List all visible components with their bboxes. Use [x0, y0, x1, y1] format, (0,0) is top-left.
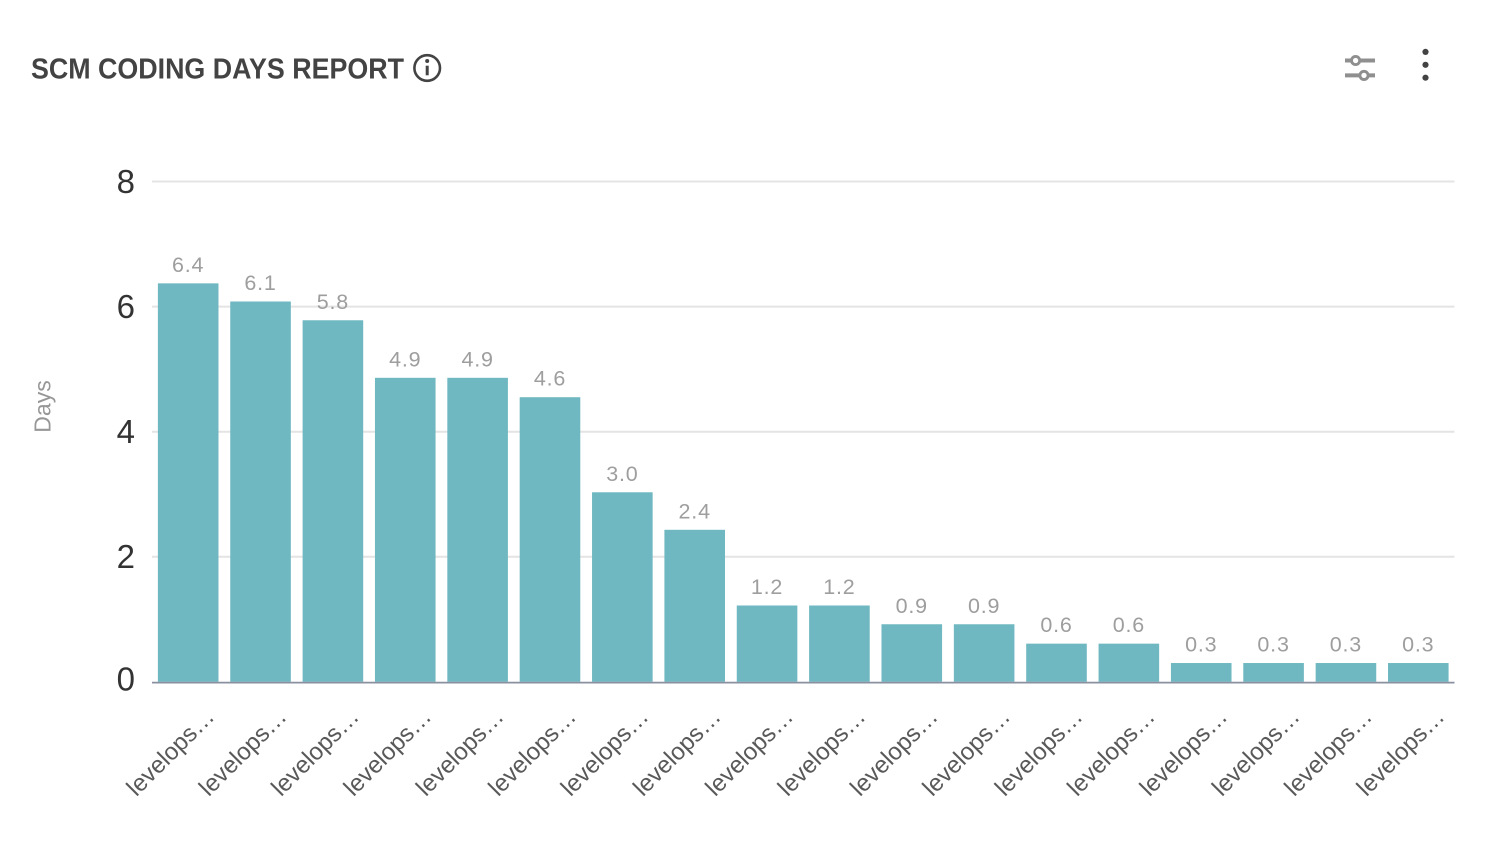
svg-text:0.9: 0.9	[896, 594, 928, 618]
svg-text:0.9: 0.9	[968, 594, 1000, 618]
svg-text:0.3: 0.3	[1330, 633, 1362, 657]
svg-text:3.0: 3.0	[606, 462, 638, 486]
svg-text:5.8: 5.8	[317, 290, 349, 314]
svg-text:4.6: 4.6	[534, 367, 566, 391]
svg-text:SCM CODING DAYS REPORT: SCM CODING DAYS REPORT	[31, 52, 404, 84]
svg-text:0.6: 0.6	[1040, 613, 1072, 637]
svg-text:4.9: 4.9	[389, 347, 421, 371]
svg-text:2.4: 2.4	[679, 499, 711, 523]
svg-text:0.3: 0.3	[1402, 633, 1434, 657]
svg-text:6.4: 6.4	[172, 253, 204, 277]
svg-text:0.3: 0.3	[1257, 633, 1289, 657]
svg-text:8: 8	[117, 163, 135, 200]
svg-text:0.3: 0.3	[1185, 633, 1217, 657]
svg-text:Days: Days	[30, 380, 56, 432]
svg-text:0: 0	[117, 661, 135, 698]
svg-text:6: 6	[117, 288, 135, 325]
svg-text:1.2: 1.2	[751, 575, 783, 599]
svg-text:4: 4	[117, 413, 135, 450]
svg-text:1.2: 1.2	[823, 575, 855, 599]
svg-text:2: 2	[117, 538, 135, 575]
svg-text:0.6: 0.6	[1113, 613, 1145, 637]
svg-text:4.9: 4.9	[461, 347, 493, 371]
svg-text:6.1: 6.1	[244, 271, 276, 295]
